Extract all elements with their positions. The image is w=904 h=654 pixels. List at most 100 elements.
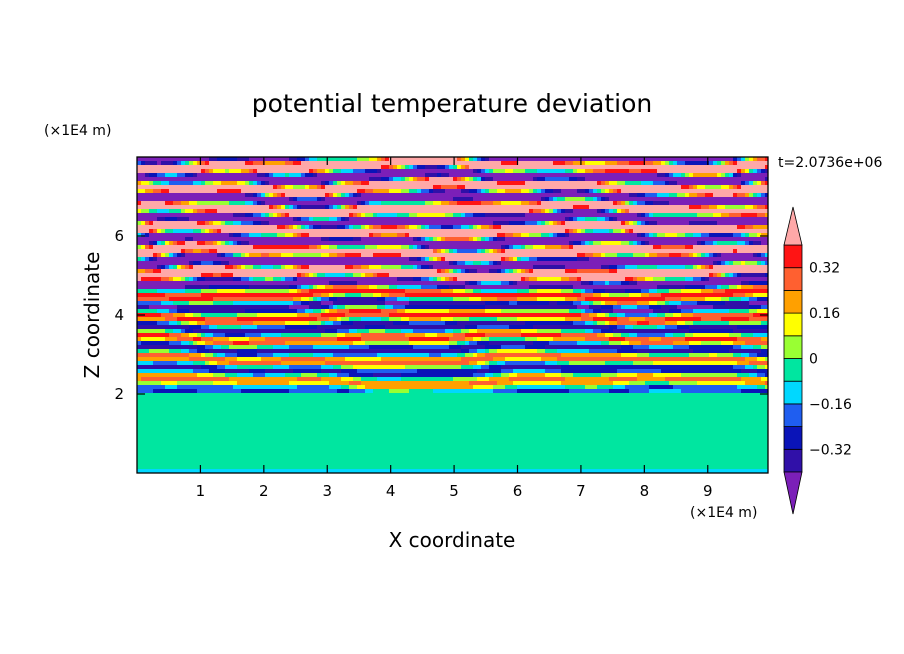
- heatmap-cell: [433, 189, 438, 194]
- heatmap-cell: [665, 189, 670, 194]
- heatmap-cell: [621, 213, 626, 218]
- heatmap-cell: [669, 173, 674, 178]
- heatmap-cell: [513, 245, 518, 250]
- heatmap-cell: [577, 241, 582, 246]
- heatmap-cell: [481, 161, 486, 166]
- heatmap-cell: [521, 261, 526, 266]
- heatmap-cell: [617, 205, 622, 210]
- heatmap-cell: [617, 225, 622, 230]
- heatmap-cell: [725, 277, 730, 282]
- heatmap-cell: [145, 237, 150, 242]
- heatmap-cell: [517, 157, 522, 162]
- heatmap-cell: [177, 249, 182, 254]
- heatmap-cell: [545, 189, 550, 194]
- heatmap-cell: [197, 273, 202, 278]
- heatmap-cell: [561, 185, 566, 190]
- heatmap-cell: [317, 169, 322, 174]
- heatmap-cell: [565, 217, 570, 222]
- heatmap-cell: [301, 277, 306, 282]
- heatmap-cell: [753, 217, 758, 222]
- heatmap-cell: [513, 273, 518, 278]
- heatmap-cell: [293, 265, 298, 270]
- heatmap-cell: [141, 185, 146, 190]
- heatmap-cell: [553, 249, 558, 254]
- heatmap-cell: [233, 185, 238, 190]
- heatmap-cell: [245, 181, 250, 186]
- heatmap-cell: [477, 181, 482, 186]
- heatmap-cell: [585, 165, 590, 170]
- heatmap-cell: [233, 229, 238, 234]
- heatmap-cell: [277, 177, 282, 182]
- heatmap-cell: [209, 281, 214, 286]
- heatmap-cell: [361, 257, 366, 262]
- heatmap-cell: [249, 229, 254, 234]
- heatmap-cell: [525, 173, 530, 178]
- heatmap-cell: [749, 213, 754, 218]
- heatmap-cell: [593, 185, 598, 190]
- heatmap-cell: [481, 229, 486, 234]
- heatmap-cell: [725, 245, 730, 250]
- heatmap-cell: [589, 237, 594, 242]
- heatmap-cell: [185, 221, 190, 226]
- heatmap-cell: [285, 221, 290, 226]
- heatmap-cell: [629, 197, 634, 202]
- heatmap-cell: [229, 161, 234, 166]
- heatmap-cell: [417, 269, 422, 274]
- heatmap-cell: [289, 205, 294, 210]
- heatmap-cell: [741, 273, 746, 278]
- heatmap-cell: [481, 193, 486, 198]
- heatmap-cell: [597, 177, 602, 182]
- heatmap-cell: [213, 205, 218, 210]
- heatmap-cell: [185, 157, 190, 162]
- heatmap-cell: [305, 157, 310, 162]
- heatmap-cell: [753, 181, 758, 186]
- heatmap-cell: [457, 157, 462, 162]
- heatmap-cell: [345, 201, 350, 206]
- heatmap-cell: [713, 233, 718, 238]
- heatmap-cell: [713, 213, 718, 218]
- heatmap-cell: [661, 269, 666, 274]
- heatmap-cell: [497, 181, 502, 186]
- heatmap-cell: [445, 257, 450, 262]
- heatmap-cell: [233, 193, 238, 198]
- heatmap-cell: [493, 213, 498, 218]
- heatmap-cell: [153, 201, 158, 206]
- heatmap-cell: [573, 229, 578, 234]
- heatmap-cell: [197, 237, 202, 242]
- heatmap-cell: [601, 237, 606, 242]
- heatmap-cell: [361, 157, 366, 162]
- heatmap-cell: [713, 209, 718, 214]
- heatmap-cell: [509, 277, 514, 282]
- heatmap-cell: [449, 273, 454, 278]
- heatmap-cell: [517, 261, 522, 266]
- heatmap-cell: [461, 157, 466, 162]
- heatmap-cell: [597, 261, 602, 266]
- heatmap-cell: [401, 273, 406, 278]
- heatmap-cell: [253, 157, 258, 162]
- heatmap-cell: [565, 189, 570, 194]
- heatmap-cell: [149, 253, 154, 258]
- heatmap-cell: [189, 209, 194, 214]
- heatmap-cell: [313, 253, 318, 258]
- heatmap-cell: [729, 269, 734, 274]
- heatmap-cell: [765, 217, 768, 222]
- heatmap-cell: [625, 201, 630, 206]
- heatmap-cell: [405, 265, 410, 270]
- heatmap-cell: [609, 225, 614, 230]
- heatmap-cell: [553, 173, 558, 178]
- heatmap-cell: [397, 221, 402, 226]
- heatmap-cell: [617, 273, 622, 278]
- heatmap-cell: [233, 221, 238, 226]
- heatmap-cell: [493, 225, 498, 230]
- heatmap-cell: [709, 189, 714, 194]
- heatmap-cell: [577, 269, 582, 274]
- heatmap-cell: [505, 157, 510, 162]
- heatmap-cell: [429, 249, 434, 254]
- heatmap-cell: [553, 169, 558, 174]
- heatmap-cell: [745, 161, 750, 166]
- heatmap-cell: [533, 205, 538, 210]
- heatmap-cell: [185, 189, 190, 194]
- heatmap-cell: [701, 237, 706, 242]
- heatmap-cell: [221, 261, 226, 266]
- heatmap-cell: [173, 189, 178, 194]
